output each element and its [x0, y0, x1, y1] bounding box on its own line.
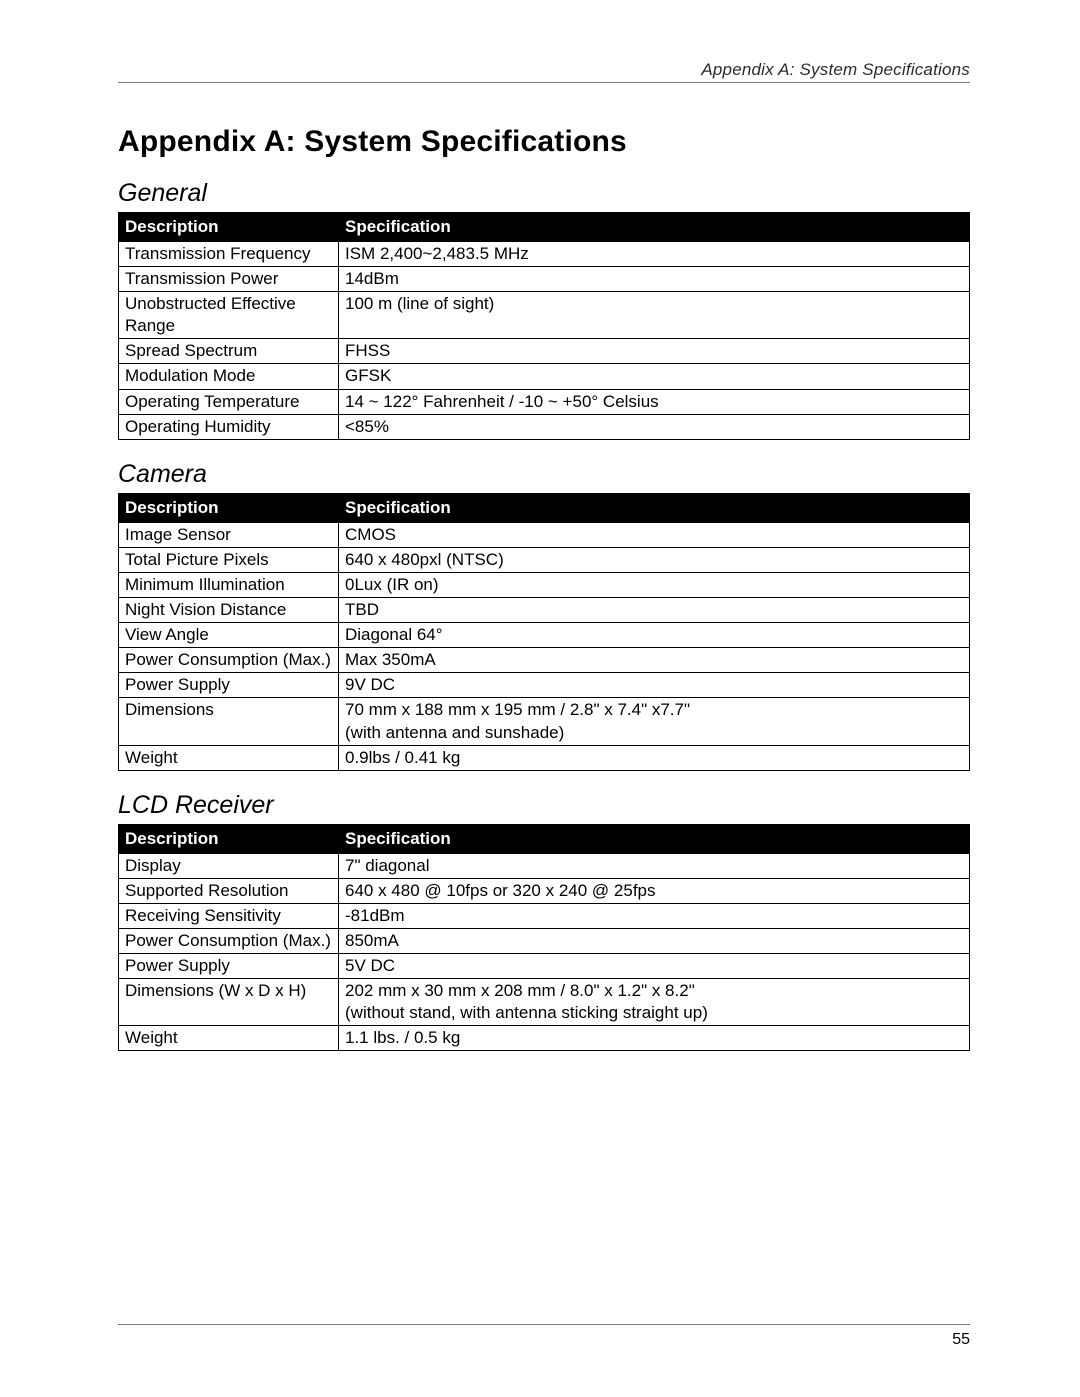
spec-value-cell: 640 x 480 @ 10fps or 320 x 240 @ 25fps	[339, 878, 970, 903]
table-row: Image SensorCMOS	[119, 522, 970, 547]
spec-description-cell: Operating Humidity	[119, 414, 339, 439]
spec-value-cell: 0Lux (IR on)	[339, 572, 970, 597]
spec-value-cell: 100 m (line of sight)	[339, 292, 970, 339]
spec-description-cell: Total Picture Pixels	[119, 547, 339, 572]
spec-value-cell: 14 ~ 122° Fahrenheit / -10 ~ +50° Celsiu…	[339, 389, 970, 414]
table-row: Dimensions70 mm x 188 mm x 195 mm / 2.8"…	[119, 698, 970, 745]
spec-description-cell: Power Consumption (Max.)	[119, 928, 339, 953]
table-row: Receiving Sensitivity-81dBm	[119, 903, 970, 928]
spec-description-cell: Unobstructed Effective Range	[119, 292, 339, 339]
spec-description-cell: Weight	[119, 1026, 339, 1051]
table-header-cell: Specification	[339, 213, 970, 242]
spec-description-cell: Transmission Frequency	[119, 242, 339, 267]
spec-description-cell: Operating Temperature	[119, 389, 339, 414]
spec-description-cell: Receiving Sensitivity	[119, 903, 339, 928]
spec-value-cell: TBD	[339, 598, 970, 623]
table-row: Power Supply5V DC	[119, 954, 970, 979]
table-header-cell: Specification	[339, 493, 970, 522]
spec-description-cell: Display	[119, 853, 339, 878]
spec-value-cell: GFSK	[339, 364, 970, 389]
spec-table: DescriptionSpecificationDisplay7" diagon…	[118, 824, 970, 1052]
table-row: Operating Humidity<85%	[119, 414, 970, 439]
table-header-cell: Description	[119, 493, 339, 522]
table-row: Modulation ModeGFSK	[119, 364, 970, 389]
spec-description-cell: Power Supply	[119, 673, 339, 698]
spec-description-cell: Dimensions (W x D x H)	[119, 979, 339, 1026]
spec-value-cell: CMOS	[339, 522, 970, 547]
spec-description-cell: Power Consumption (Max.)	[119, 648, 339, 673]
running-head: Appendix A: System Specifications	[118, 60, 970, 80]
table-header-cell: Description	[119, 824, 339, 853]
spec-description-cell: Spread Spectrum	[119, 339, 339, 364]
spec-description-cell: Power Supply	[119, 954, 339, 979]
spec-value-cell: 202 mm x 30 mm x 208 mm / 8.0" x 1.2" x …	[339, 979, 970, 1026]
spec-description-cell: Modulation Mode	[119, 364, 339, 389]
table-header-cell: Description	[119, 213, 339, 242]
table-header-cell: Specification	[339, 824, 970, 853]
spec-description-cell: Transmission Power	[119, 267, 339, 292]
table-row: Total Picture Pixels640 x 480pxl (NTSC)	[119, 547, 970, 572]
page-number: 55	[952, 1331, 970, 1348]
section-heading: General	[118, 179, 970, 208]
spec-table: DescriptionSpecificationImage SensorCMOS…	[118, 493, 970, 771]
spec-value-cell: 850mA	[339, 928, 970, 953]
section-heading: Camera	[118, 460, 970, 489]
table-row: View AngleDiagonal 64°	[119, 623, 970, 648]
table-row: Power Consumption (Max.)Max 350mA	[119, 648, 970, 673]
spec-value-cell: Max 350mA	[339, 648, 970, 673]
spec-value-cell: Diagonal 64°	[339, 623, 970, 648]
spec-value-cell: ISM 2,400~2,483.5 MHz	[339, 242, 970, 267]
table-row: Transmission FrequencyISM 2,400~2,483.5 …	[119, 242, 970, 267]
spec-value-cell: 640 x 480pxl (NTSC)	[339, 547, 970, 572]
spec-description-cell: Weight	[119, 745, 339, 770]
spec-description-cell: Minimum Illumination	[119, 572, 339, 597]
spec-value-cell: 9V DC	[339, 673, 970, 698]
spec-value-cell: FHSS	[339, 339, 970, 364]
table-row: Unobstructed Effective Range100 m (line …	[119, 292, 970, 339]
table-row: Weight0.9lbs / 0.41 kg	[119, 745, 970, 770]
spec-value-cell: 7" diagonal	[339, 853, 970, 878]
table-row: Operating Temperature14 ~ 122° Fahrenhei…	[119, 389, 970, 414]
header-rule: Appendix A: System Specifications	[118, 60, 970, 83]
spec-value-cell: 0.9lbs / 0.41 kg	[339, 745, 970, 770]
page: Appendix A: System Specifications Append…	[0, 0, 1080, 1397]
spec-table: DescriptionSpecificationTransmission Fre…	[118, 212, 970, 440]
sections-container: GeneralDescriptionSpecificationTransmiss…	[118, 179, 970, 1051]
spec-value-cell: 70 mm x 188 mm x 195 mm / 2.8" x 7.4" x7…	[339, 698, 970, 745]
table-row: Transmission Power14dBm	[119, 267, 970, 292]
spec-description-cell: Image Sensor	[119, 522, 339, 547]
table-header-row: DescriptionSpecification	[119, 493, 970, 522]
table-row: Supported Resolution640 x 480 @ 10fps or…	[119, 878, 970, 903]
table-header-row: DescriptionSpecification	[119, 824, 970, 853]
spec-value-cell: 5V DC	[339, 954, 970, 979]
table-row: Minimum Illumination0Lux (IR on)	[119, 572, 970, 597]
section-heading: LCD Receiver	[118, 791, 970, 820]
table-row: Weight1.1 lbs. / 0.5 kg	[119, 1026, 970, 1051]
footer: 55	[118, 1324, 970, 1349]
table-row: Spread SpectrumFHSS	[119, 339, 970, 364]
table-row: Power Consumption (Max.)850mA	[119, 928, 970, 953]
table-header-row: DescriptionSpecification	[119, 213, 970, 242]
spec-description-cell: Supported Resolution	[119, 878, 339, 903]
page-title: Appendix A: System Specifications	[118, 125, 970, 159]
spec-description-cell: View Angle	[119, 623, 339, 648]
spec-description-cell: Dimensions	[119, 698, 339, 745]
spec-value-cell: <85%	[339, 414, 970, 439]
spec-value-cell: -81dBm	[339, 903, 970, 928]
table-row: Dimensions (W x D x H)202 mm x 30 mm x 2…	[119, 979, 970, 1026]
spec-value-cell: 14dBm	[339, 267, 970, 292]
table-row: Night Vision DistanceTBD	[119, 598, 970, 623]
spec-value-cell: 1.1 lbs. / 0.5 kg	[339, 1026, 970, 1051]
table-row: Power Supply9V DC	[119, 673, 970, 698]
table-row: Display7" diagonal	[119, 853, 970, 878]
spec-description-cell: Night Vision Distance	[119, 598, 339, 623]
